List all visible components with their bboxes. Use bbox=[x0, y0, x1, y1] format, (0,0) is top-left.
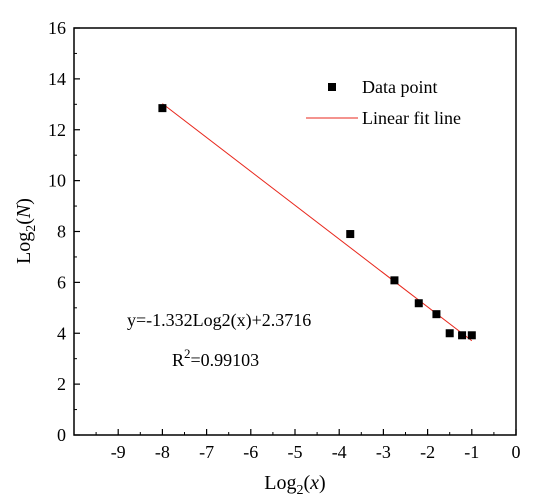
data-point bbox=[414, 299, 423, 308]
plot-marks bbox=[158, 103, 476, 342]
data-point bbox=[158, 104, 167, 113]
x-axis-ticks: -9 -8 -7 -6 -5 -4 -3 -2 -1 0 bbox=[95, 429, 521, 462]
legend: Data point Linear fit line bbox=[306, 77, 461, 128]
data-point bbox=[445, 329, 454, 338]
data-point bbox=[432, 310, 441, 319]
y-tick-label: 2 bbox=[57, 374, 66, 394]
data-point bbox=[346, 230, 355, 239]
fit-line bbox=[162, 103, 473, 342]
y-tick-label: 4 bbox=[57, 323, 66, 343]
x-tick-label: -3 bbox=[376, 442, 391, 462]
x-tick-label: -6 bbox=[243, 442, 258, 462]
legend-label-fit: Linear fit line bbox=[362, 108, 461, 128]
x-tick-label: -8 bbox=[155, 442, 170, 462]
y-tick-label: 8 bbox=[57, 222, 66, 242]
data-point bbox=[467, 331, 476, 340]
y-tick-label: 10 bbox=[48, 171, 66, 191]
y-axis-ticks: 0 2 4 6 8 10 12 14 16 bbox=[48, 18, 80, 445]
x-tick-label: 0 bbox=[512, 442, 521, 462]
y-tick-label: 12 bbox=[48, 120, 66, 140]
y-tick-label: 0 bbox=[57, 425, 66, 445]
data-point bbox=[458, 331, 467, 340]
y-tick-label: 6 bbox=[57, 272, 66, 292]
y-tick-label: 14 bbox=[48, 69, 66, 89]
x-tick-label: -7 bbox=[199, 442, 214, 462]
plot-frame bbox=[73, 27, 517, 436]
x-tick-label: -5 bbox=[288, 442, 303, 462]
x-tick-label: -9 bbox=[111, 442, 126, 462]
y-axis-title: Log2(N) bbox=[13, 198, 39, 264]
x-tick-label: -4 bbox=[332, 442, 347, 462]
y-tick-label: 16 bbox=[48, 18, 66, 38]
x-axis-title: Log2(x) bbox=[264, 472, 325, 498]
legend-label-data-point: Data point bbox=[362, 77, 437, 97]
fit-equation: y=-1.332Log2(x)+2.3716 bbox=[127, 310, 311, 331]
x-tick-label: -1 bbox=[464, 442, 479, 462]
legend-marker-data-point bbox=[328, 83, 336, 91]
r-squared: R2=0.99103 bbox=[172, 346, 259, 370]
x-tick-label: -2 bbox=[420, 442, 435, 462]
data-point bbox=[390, 276, 399, 285]
